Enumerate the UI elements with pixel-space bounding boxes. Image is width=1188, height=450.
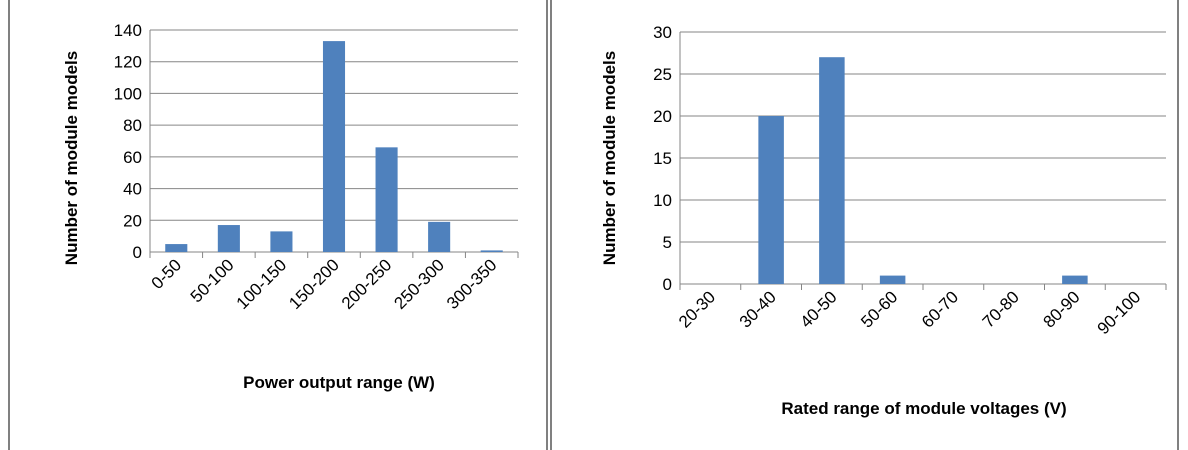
y-tick-label: 30 <box>653 23 672 42</box>
y-tick-label: 120 <box>114 53 142 72</box>
y-axis-label: Number of module models <box>600 51 619 265</box>
x-tick-label: 250-300 <box>390 255 448 313</box>
bar-80-90 <box>1062 275 1088 284</box>
y-tick-label: 25 <box>653 65 672 84</box>
x-tick-label: 80-90 <box>1040 287 1084 331</box>
voltage-chart: Number of module models Rated range of m… <box>600 23 1167 418</box>
x-axis-label: Rated range of module voltages (V) <box>781 399 1066 418</box>
y-tick-label: 80 <box>123 116 142 135</box>
bar-100-150 <box>270 231 293 252</box>
y-tick-label: 5 <box>663 233 672 252</box>
bar-200-250 <box>375 147 398 252</box>
y-tick-label: 60 <box>123 148 142 167</box>
bar-150-200 <box>322 41 346 252</box>
bar-0-50 <box>165 244 188 252</box>
bar-40-50 <box>819 57 845 285</box>
x-tick-label: 30-40 <box>736 287 780 331</box>
x-tick-label: 40-50 <box>797 287 841 331</box>
bar-50-100 <box>217 225 240 252</box>
bar-30-40 <box>758 116 784 284</box>
y-tick-label: 15 <box>653 149 672 168</box>
y-tick-label: 140 <box>114 21 142 40</box>
x-tick-label: 50-60 <box>857 287 901 331</box>
x-tick-label: 20-30 <box>675 287 719 331</box>
x-tick-label: 90-100 <box>1094 287 1145 338</box>
y-axis-label: Number of module models <box>62 51 81 265</box>
y-tick-label: 0 <box>663 275 672 294</box>
y-tick-label: 20 <box>653 107 672 126</box>
x-tick-label: 50-100 <box>187 255 238 306</box>
y-tick-label: 20 <box>123 211 142 230</box>
x-tick-label: 100-150 <box>233 255 291 313</box>
y-tick-label: 40 <box>123 180 142 199</box>
bar-300-350 <box>480 250 503 252</box>
x-tick-label: 150-200 <box>285 255 343 313</box>
bar-250-300 <box>428 221 451 252</box>
x-tick-label: 70-80 <box>979 287 1023 331</box>
x-tick-label: 300-350 <box>443 255 501 313</box>
y-tick-label: 10 <box>653 191 672 210</box>
y-tick-label: 100 <box>114 84 142 103</box>
y-tick-label: 0 <box>133 243 142 262</box>
x-tick-label: 60-70 <box>918 287 962 331</box>
bar-50-60 <box>879 275 906 284</box>
x-tick-label: 200-250 <box>338 255 396 313</box>
x-axis-label: Power output range (W) <box>243 373 435 392</box>
power-output-chart: Number of module models Power output ran… <box>62 21 519 392</box>
x-tick-label: 0-50 <box>148 255 185 292</box>
